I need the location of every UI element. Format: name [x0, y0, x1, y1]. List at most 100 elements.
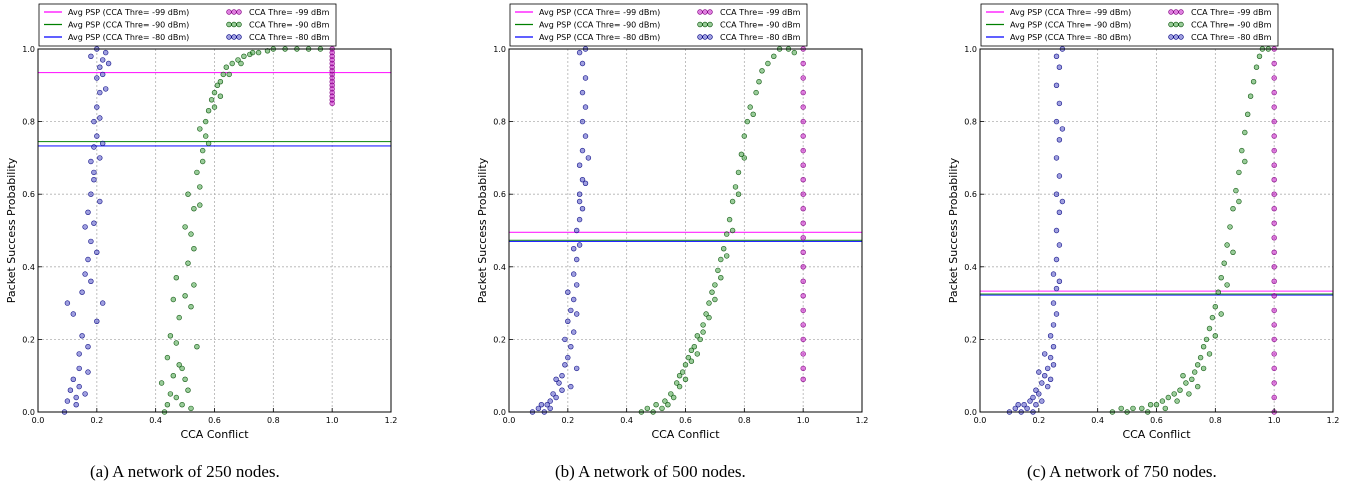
chart-0-legend-line-label-1: Avg PSP (CCA Thre= -90 dBm) — [68, 21, 189, 30]
chart-2-series-2-point-10 — [1041, 373, 1048, 379]
chart-1-series-2-point-18 — [573, 256, 580, 263]
chart-1-series-0-point-13 — [800, 235, 806, 241]
chart-2-series-0-point-9 — [1271, 177, 1277, 183]
chart-0-series-1-point-16 — [182, 293, 188, 299]
chart-0-series-1-point-13 — [176, 314, 182, 321]
chart-2-series-1-point-40 — [1174, 398, 1180, 404]
chart-2-x-tick-label-0: 0.0 — [974, 416, 987, 425]
chart-2-series-1-point-25 — [1227, 224, 1233, 230]
chart-0-series-1-point-1 — [164, 402, 171, 408]
chart-2-series-1-point-15 — [1197, 354, 1204, 361]
chart-0-series-1-point-22 — [194, 344, 200, 350]
chart-0-series-2-point-7 — [70, 311, 77, 317]
chart-2-series-0-point-6 — [1271, 133, 1277, 139]
chart-1-series-0-point-5 — [800, 118, 806, 125]
chart-1-series-2-point-43 — [585, 155, 592, 161]
chart-0-series-1-point-52 — [238, 60, 244, 67]
chart-2-series-2-point-33 — [1053, 53, 1060, 59]
chart-1-series-1-point-9 — [676, 383, 683, 390]
chart-1-x-tick-label-0: 0.0 — [503, 416, 516, 425]
chart-2-series-1-point-16 — [1200, 344, 1207, 350]
chart-1-y-tick-label-0: 0.0 — [493, 408, 506, 417]
chart-0-series-2-point-4 — [73, 402, 79, 408]
chart-1-series-1-point-3 — [653, 402, 659, 408]
chart-0-series-1-point-26 — [194, 169, 200, 176]
chart-1-series-1-point-11 — [682, 362, 689, 368]
chart-1-legend-marker-1-0 — [697, 21, 703, 28]
chart-1-series-1-point-17 — [700, 322, 706, 328]
chart-0-series-1-point-27 — [200, 147, 206, 154]
chart-0-series-1-point-11 — [182, 376, 188, 382]
chart-2-series-1-point-9 — [1171, 391, 1177, 397]
chart-1-series-2-point-19 — [576, 242, 583, 248]
chart-2-series-1-point-34 — [1253, 64, 1260, 70]
chart-2-series-1-point-47 — [1218, 311, 1224, 317]
chart-2-series-0-point-14 — [1271, 249, 1277, 256]
chart-2-series-1-point-24 — [1224, 242, 1230, 248]
chart-0-series-1-point-59 — [191, 282, 197, 288]
chart-0-series-2-point-18 — [88, 191, 94, 197]
chart-2-legend-series-label-0: CCA Thre= -99 dBm — [1191, 8, 1272, 17]
chart-2-series-2-point-40 — [1056, 278, 1063, 284]
chart-0-x-axis-label: CCA Conflict — [180, 428, 249, 441]
chart-2-series-2-point-16 — [1053, 311, 1060, 317]
chart-1-legend-series-label-2: CCA Thre= -80 dBm — [720, 33, 801, 42]
chart-1-series-2-point-31 — [582, 75, 589, 81]
chart-1-series-1-point-46 — [712, 296, 718, 303]
chart-2-series-1-point-45 — [1206, 351, 1213, 357]
chart-1-series-1-point-8 — [673, 380, 680, 386]
chart-2-legend-marker-2-0 — [1168, 34, 1174, 40]
chart-0-y-tick-label-3: 0.6 — [22, 190, 35, 199]
chart-2-series-0-point-20 — [1271, 336, 1277, 343]
chart-1-series-0-point-4 — [800, 104, 806, 110]
chart-1-series-2-point-22 — [579, 206, 586, 212]
chart-2-series-1-point-19 — [1209, 314, 1216, 321]
chart-0-y-tick-label-1: 0.2 — [22, 335, 35, 344]
chart-0-legend-marker-0-0 — [226, 9, 232, 15]
chart-0-legend-series-label-0: CCA Thre= -99 dBm — [249, 8, 330, 17]
chart-1-series-0-point-17 — [800, 293, 806, 299]
chart-2-legend-marker-2-2 — [1178, 34, 1184, 40]
chart-1-series-2-point-42 — [582, 180, 589, 187]
chart-0-series-1-point-42 — [264, 48, 271, 54]
chart-2-series-0-point-4 — [1271, 104, 1277, 110]
chart-1-series-1-point-35 — [756, 78, 762, 85]
chart-1-series-0-point-9 — [800, 177, 806, 183]
chart-0-series-2-point-44 — [99, 300, 106, 306]
chart-2-legend-series-label-1: CCA Thre= -90 dBm — [1191, 21, 1272, 30]
chart-1-series-2-point-13 — [565, 318, 571, 324]
chart-2-series-1-point-49 — [1230, 249, 1236, 256]
chart-0-series-1-point-48 — [203, 133, 209, 139]
chart-2-series-2-point-27 — [1056, 137, 1063, 143]
chart-1-series-1-point-6 — [668, 391, 674, 397]
chart-0-series-1-point-29 — [203, 118, 209, 125]
chart-0-series-2-point-26 — [94, 75, 100, 81]
chart-1-series-2-point-10 — [565, 354, 571, 361]
chart-1-series-1-point-32 — [744, 118, 750, 125]
chart-0-legend-marker-1-2 — [236, 21, 242, 28]
chart-1-series-1-point-30 — [738, 151, 745, 158]
chart-0-series-2-point-25 — [97, 89, 103, 96]
chart-0-series-2-point-11 — [85, 369, 91, 375]
chart-0-y-axis-label: Packet Success Probability — [5, 157, 18, 303]
chart-1-series-0-point-2 — [800, 75, 806, 81]
chart-1-legend-line-label-0: Avg PSP (CCA Thre= -99 dBm) — [539, 8, 660, 17]
chart-2-legend-line-label-2: Avg PSP (CCA Thre= -80 dBm) — [1010, 33, 1131, 42]
chart-2-x-tick-label-1: 0.2 — [1032, 416, 1045, 425]
chart-0-x-tick-label-0: 0.0 — [32, 416, 45, 425]
chart-2-series-2-point-14 — [1047, 333, 1054, 339]
chart-0-series-2-point-45 — [91, 220, 97, 226]
chart-0-series-2-point-6 — [64, 300, 71, 306]
chart-1-series-1-point-47 — [723, 253, 730, 259]
chart-2-series-1-point-12 — [1189, 376, 1195, 382]
chart-2-series-1-point-11 — [1183, 380, 1189, 386]
chart-0-series-2-point-27 — [97, 64, 103, 70]
chart-1-series-0-point-15 — [800, 264, 806, 270]
chart-1-series-2-point-26 — [579, 147, 586, 154]
chart-2-legend-marker-1-2 — [1178, 21, 1184, 28]
chart-1-series-0-point-21 — [800, 351, 806, 357]
chart-1-series-2-point-4 — [547, 398, 553, 404]
chart-1-series-2-point-27 — [582, 133, 589, 139]
chart-0-x-tick-label-3: 0.6 — [208, 416, 221, 425]
chart-1-legend-marker-0-1 — [702, 9, 708, 15]
